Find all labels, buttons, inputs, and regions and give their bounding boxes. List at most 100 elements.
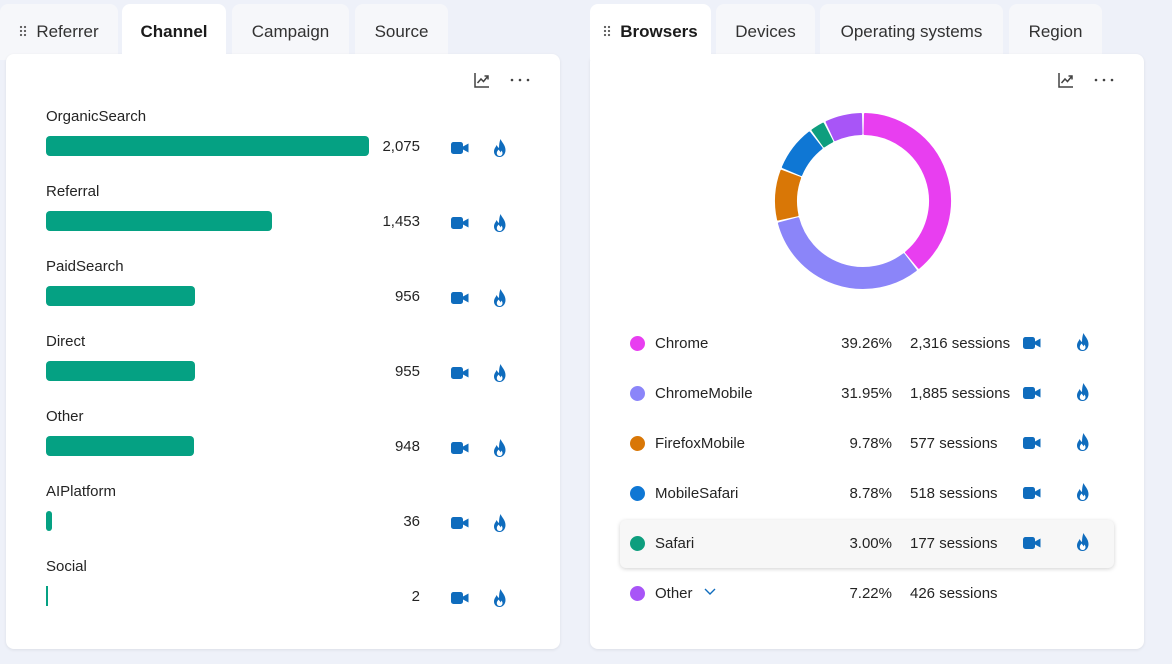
flame-icon[interactable] [492,438,512,458]
channel-card-tools [472,70,530,90]
channel-row: Direct 955 [46,333,526,408]
channel-row: AIPlatform 36 [46,483,526,558]
flame-icon[interactable] [492,288,512,308]
legend-sessions: 577 sessions [910,435,998,452]
legend-name: Other [655,585,693,602]
video-camera-icon[interactable] [1022,385,1042,405]
bar[interactable] [46,511,52,531]
bar[interactable] [46,286,195,306]
legend-sessions: 518 sessions [910,485,998,502]
flame-icon[interactable] [492,363,512,383]
legend-row-firefoxmobile[interactable]: FirefoxMobile 9.78% 577 sessions [620,420,1114,468]
flame-icon[interactable] [1075,532,1095,552]
bar[interactable] [46,211,273,231]
channel-card: OrganicSearch 2,075 Referral 1,453 PaidSearc… [6,54,560,649]
flame-icon[interactable] [1075,332,1095,352]
tab-referrer[interactable]: Referrer [0,4,118,60]
tab-campaign[interactable]: Campaign [232,4,349,60]
flame-icon[interactable] [1075,482,1095,502]
chevron-down-icon[interactable] [703,584,717,598]
bar[interactable] [46,361,195,381]
browsers-donut-chart [775,113,951,289]
channel-row: Other 948 [46,408,526,483]
legend-dot [630,586,645,601]
video-camera-icon[interactable] [450,365,470,385]
bar-value: 36 [403,513,420,530]
bar[interactable] [46,586,48,606]
legend-percent: 39.26% [841,335,892,352]
video-camera-icon[interactable] [450,515,470,535]
tab-channel[interactable]: Channel [122,4,226,60]
tab-operating-systems[interactable]: Operating systems [820,4,1003,60]
video-camera-icon[interactable] [450,590,470,610]
video-camera-icon[interactable] [1022,335,1042,355]
legend-name: MobileSafari [655,485,739,502]
bar-value: 2,075 [382,138,420,155]
channel-row: Social 2 [46,558,526,633]
video-camera-icon[interactable] [450,440,470,460]
flame-icon[interactable] [492,588,512,608]
video-camera-icon[interactable] [450,290,470,310]
legend-percent: 3.00% [849,535,892,552]
tab-browsers[interactable]: Browsers [590,4,711,60]
more-icon[interactable] [510,70,530,90]
legend-dot [630,336,645,351]
flame-icon[interactable] [1075,432,1095,452]
video-camera-icon[interactable] [1022,435,1042,455]
bar-track [46,361,369,381]
bar-value: 955 [394,363,420,380]
tab-label: Referrer [36,22,99,41]
drag-handle-icon[interactable] [19,25,28,37]
line-chart-icon[interactable] [472,70,492,90]
drag-handle-icon[interactable] [603,25,612,37]
legend-name: FirefoxMobile [655,435,746,452]
legend-row-chrome[interactable]: Chrome 39.26% 2,316 sessions [620,320,1114,368]
legend-row-mobilesafari[interactable]: MobileSafari 8.78% 518 sessions [620,470,1114,518]
legend-name: Safari [655,535,695,552]
channel-label: Referral [46,183,100,200]
tab-source[interactable]: Source [355,4,448,60]
legend-sessions: 1,885 sessions [910,385,1011,402]
tab-label: Browsers [620,22,698,41]
video-camera-icon[interactable] [1022,485,1042,505]
browsers-card-tools [1056,70,1114,90]
bar-track [46,511,369,531]
browsers-card: Chrome 39.26% 2,316 sessions ChromeMobile 31… [590,54,1144,649]
bar-track [46,436,369,456]
bar-value: 1,453 [382,213,420,230]
legend-sessions: 2,316 sessions [910,335,1011,352]
legend-sessions: 177 sessions [910,535,998,552]
channel-row: PaidSearch 956 [46,258,526,333]
donut-slice-mobilesafari[interactable] [781,131,823,176]
donut-slice-chrome[interactable] [863,113,951,269]
tab-devices[interactable]: Devices [716,4,815,60]
legend-percent: 8.78% [849,485,892,502]
legend-percent: 31.95% [841,385,892,402]
bar[interactable] [46,436,194,456]
channel-label: Other [46,408,84,425]
tab-region[interactable]: Region [1009,4,1102,60]
donut-slice-safari[interactable] [811,122,834,148]
donut-slice-chromemobile[interactable] [777,217,917,289]
legend-row-safari[interactable]: Safari 3.00% 177 sessions [620,520,1114,568]
legend-row-chromemobile[interactable]: ChromeMobile 31.95% 1,885 sessions [620,370,1114,418]
line-chart-icon[interactable] [1056,70,1076,90]
bar-value: 948 [394,438,420,455]
channel-label: Direct [46,333,86,350]
flame-icon[interactable] [1075,382,1095,402]
donut-slice-firefoxmobile[interactable] [775,169,802,221]
flame-icon[interactable] [492,138,512,158]
legend-name: ChromeMobile [655,385,753,402]
tab-label: Region [1028,22,1083,41]
flame-icon[interactable] [492,213,512,233]
video-camera-icon[interactable] [450,215,470,235]
legend-row-other[interactable]: Other 7.22% 426 sessions [620,570,1114,618]
bar-value: 2 [411,588,420,605]
video-camera-icon[interactable] [450,140,470,160]
bar[interactable] [46,136,369,156]
more-icon[interactable] [1094,70,1114,90]
channel-row: OrganicSearch 2,075 [46,108,526,183]
donut-slice-other[interactable] [825,113,863,142]
video-camera-icon[interactable] [1022,535,1042,555]
flame-icon[interactable] [492,513,512,533]
